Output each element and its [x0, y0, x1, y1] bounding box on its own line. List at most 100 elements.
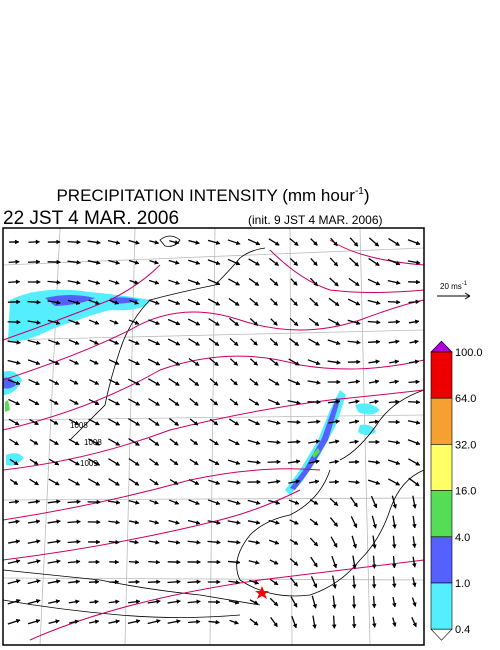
wind-arrowhead	[115, 240, 121, 245]
wind-arrowhead	[114, 559, 120, 565]
wind-arrowhead	[95, 481, 101, 486]
wind-arrowhead	[193, 440, 199, 446]
wind-arrowhead	[36, 279, 41, 285]
wind-arrowhead	[154, 441, 160, 446]
wind-arrowhead	[274, 361, 279, 366]
wind-arrowhead	[56, 279, 61, 285]
wind-arrowhead	[215, 301, 221, 306]
wind-arrowhead	[154, 280, 160, 285]
wind-arrowhead	[15, 279, 21, 285]
wind-arrowhead	[394, 359, 400, 365]
wind-arrowhead	[16, 340, 21, 345]
wind-arrowhead	[313, 541, 319, 547]
wind-arrowhead	[96, 240, 101, 245]
wind-arrowhead	[371, 584, 377, 589]
wind-arrowhead	[115, 401, 120, 406]
wind-arrowhead	[176, 579, 181, 585]
wind-arrowhead	[214, 460, 220, 465]
wind-arrowhead	[193, 420, 199, 426]
wind-arrowhead	[235, 240, 241, 246]
colorbar-segment	[430, 582, 453, 630]
wind-arrowhead	[415, 461, 421, 466]
wind-arrowhead	[276, 479, 281, 484]
wind-arrowhead	[54, 360, 60, 365]
wind-arrowhead	[95, 559, 101, 565]
wind-arrowhead	[415, 299, 420, 305]
wind-arrowhead	[274, 381, 280, 386]
wind-arrowhead	[53, 420, 59, 425]
wind-arrowhead	[196, 579, 201, 585]
wind-arrowhead	[196, 619, 201, 625]
wind-arrowhead	[334, 459, 340, 465]
wind-arrowhead	[411, 582, 417, 588]
wind-arrowhead	[293, 241, 299, 246]
wind-arrowhead	[73, 380, 79, 385]
wind-arrowhead	[355, 399, 360, 404]
wind-arrowhead	[313, 281, 318, 287]
wind-arrowhead	[355, 459, 360, 465]
wind-arrowhead	[332, 563, 338, 569]
wind-arrowhead	[294, 500, 300, 505]
wind-arrowhead	[76, 539, 81, 545]
scale-exponent: -1	[462, 281, 468, 287]
wind-arrowhead	[214, 321, 220, 326]
isobar	[2, 389, 425, 471]
wind-arrowhead	[234, 600, 240, 605]
wind-arrowhead	[255, 520, 261, 525]
wind-arrowhead	[15, 239, 20, 245]
init-time: (init. 9 JST 4 MAR. 2006)	[248, 213, 383, 227]
wind-arrowhead	[16, 360, 21, 365]
wind-arrowhead	[313, 520, 319, 526]
wind-arrowhead	[56, 239, 61, 245]
wind-arrowhead	[76, 559, 81, 565]
wind-arrowhead	[353, 502, 358, 508]
colorbar-label: 32.0	[455, 439, 476, 451]
precip-area	[5, 400, 10, 412]
wind-arrowhead	[395, 260, 401, 266]
wind-arrowhead	[36, 539, 41, 544]
wind-arrowhead	[96, 260, 101, 265]
wind-arrowhead	[155, 539, 160, 545]
wind-arrowhead	[213, 381, 219, 386]
wind-arrowhead	[296, 439, 301, 445]
precip-area	[290, 398, 340, 490]
wind-arrowhead	[216, 559, 221, 565]
wind-arrowhead	[55, 340, 61, 345]
wind-arrowhead	[195, 520, 201, 525]
wind-arrowhead	[333, 501, 339, 506]
location-star	[255, 586, 269, 599]
wind-arrowhead	[176, 599, 181, 604]
wind-arrowhead	[114, 340, 120, 345]
wind-arrowhead	[233, 380, 238, 386]
wind-arrowhead	[295, 459, 301, 464]
wind-arrowhead	[196, 559, 202, 565]
wind-arrowhead	[255, 240, 261, 246]
wind-arrowhead	[15, 618, 21, 624]
wind-arrowhead	[376, 300, 381, 305]
wind-arrowhead	[194, 361, 200, 366]
wind-arrowhead	[352, 523, 358, 529]
wind-arrowhead	[276, 420, 281, 425]
wind-arrowhead	[76, 260, 81, 265]
wind-arrowhead	[253, 361, 258, 366]
wind-arrowhead	[293, 301, 298, 306]
wind-arrowhead	[195, 321, 201, 326]
colorbar-label: 16.0	[455, 486, 476, 498]
wind-arrowhead	[74, 440, 80, 446]
wind-arrowhead	[56, 539, 61, 544]
wind-arrowhead	[55, 599, 61, 604]
wind-arrowhead	[34, 480, 39, 486]
wind-arrowhead	[353, 241, 359, 247]
wind-arrowhead	[215, 500, 221, 506]
wind-arrowhead	[154, 520, 160, 525]
colorbar-segment	[430, 444, 453, 491]
wind-arrowhead	[295, 380, 301, 386]
wind-arrowhead	[55, 320, 61, 325]
wind-arrowhead	[195, 341, 200, 346]
wind-arrowhead	[236, 520, 241, 525]
wind-arrowhead	[273, 580, 279, 586]
wind-arrowhead	[14, 499, 20, 505]
wind-arrowhead	[155, 559, 161, 565]
wind-arrowhead	[75, 320, 81, 325]
wind-arrowhead	[76, 499, 81, 505]
